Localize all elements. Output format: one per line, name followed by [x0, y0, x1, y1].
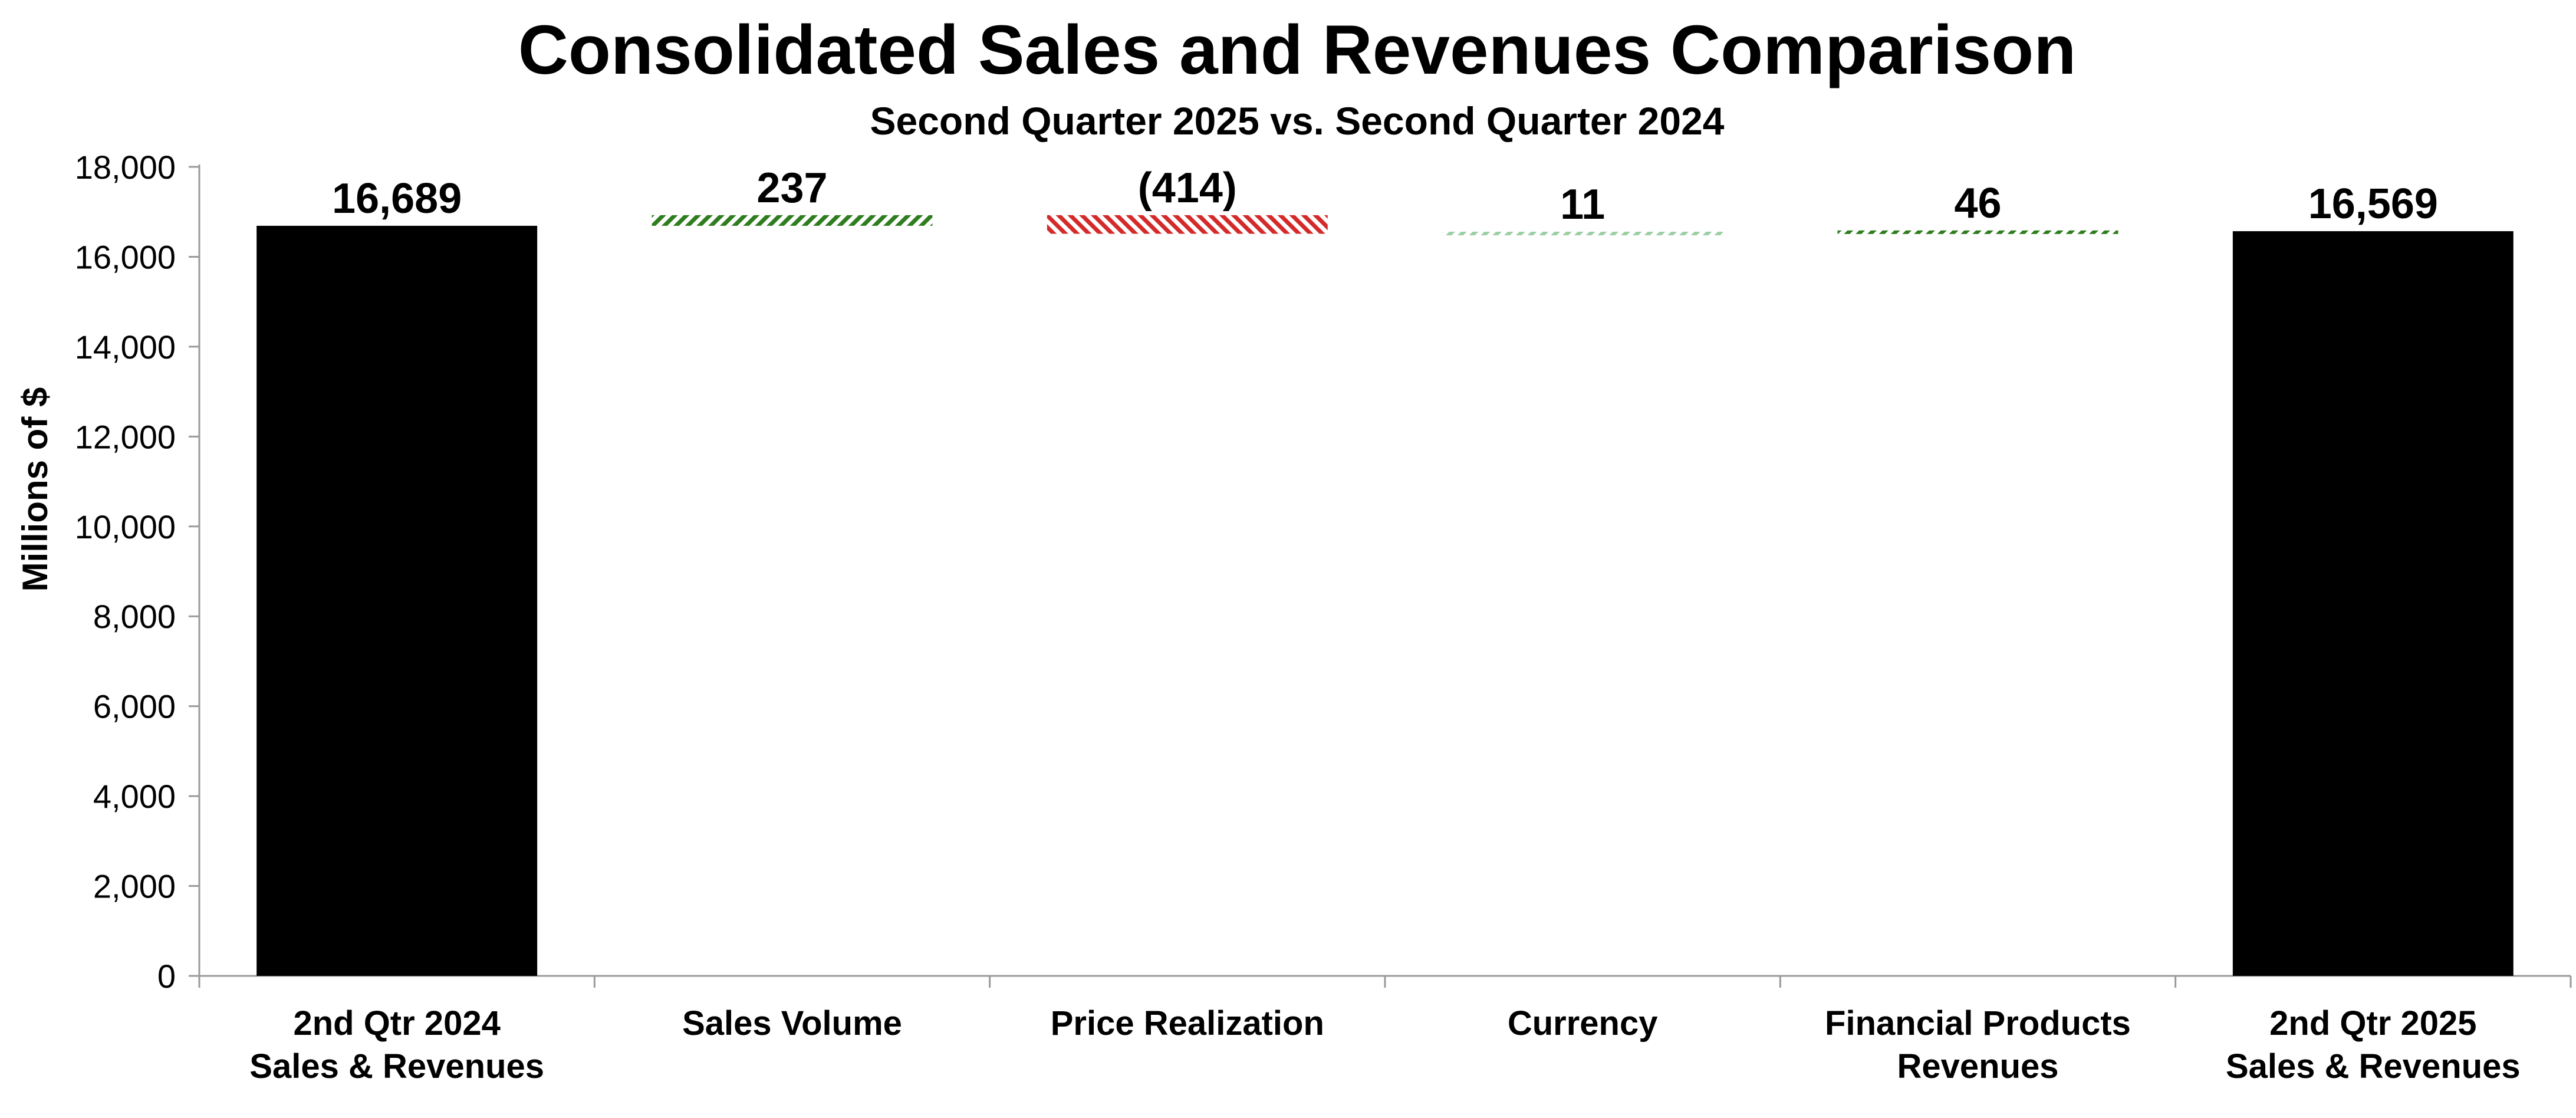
bar-value-label: 16,569: [2308, 180, 2438, 228]
x-category-label: Currency: [1508, 1004, 1658, 1043]
bar-value-labels: 16,689 237 (414) 11 46 16,569: [332, 165, 2438, 228]
y-tick-label: 6,000: [93, 688, 176, 725]
chart-subtitle: Second Quarter 2025 vs. Second Quarter 2…: [870, 99, 1724, 143]
x-category-label: 2nd Qtr 2024: [293, 1004, 500, 1043]
bar-total: [2232, 231, 2514, 976]
y-tick-label: 8,000: [93, 598, 176, 635]
bar-decrease: [1047, 215, 1328, 234]
x-axis: [198, 975, 2572, 988]
bar-increase-minor: [1442, 231, 1723, 235]
bar-value-label: 237: [756, 165, 827, 212]
x-category-label: 2nd Qtr 2025: [2269, 1004, 2476, 1043]
x-category-label: Sales Volume: [682, 1004, 902, 1043]
x-category-label: Financial Products: [1825, 1004, 2131, 1043]
x-axis-category-labels: 2nd Qtr 2024 Sales & Revenues Sales Volume…: [249, 1004, 2520, 1086]
y-tick-label: 4,000: [93, 778, 176, 815]
y-tick-label: 18,000: [75, 149, 176, 186]
x-category-label: Sales & Revenues: [2226, 1047, 2521, 1086]
y-tick-label: 14,000: [75, 328, 176, 366]
bars: [256, 215, 2514, 976]
bar-increase: [1837, 230, 2118, 234]
y-tick-label: 12,000: [75, 418, 176, 455]
bar-total: [256, 225, 538, 976]
x-category-label: Revenues: [1897, 1047, 2058, 1086]
x-category-label: Price Realization: [1051, 1004, 1324, 1043]
bar-value-label: 16,689: [332, 175, 462, 222]
x-category-label: Sales & Revenues: [249, 1047, 544, 1086]
bar-value-label: 11: [1560, 181, 1605, 228]
chart-title: Consolidated Sales and Revenues Comparis…: [518, 11, 2077, 89]
y-tick-label: 16,000: [75, 238, 176, 275]
y-axis-label: Millions of $: [15, 387, 55, 592]
y-axis-ticks: 0 2,000 4,000 6,000 8,000 10,000 12,000 14,000 1…: [75, 149, 200, 995]
bar-value-label: 46: [1954, 180, 2001, 227]
bar-increase: [652, 215, 933, 226]
y-tick-label: 0: [157, 958, 176, 995]
y-tick-label: 2,000: [93, 868, 176, 905]
bar-value-label: (414): [1138, 165, 1237, 212]
y-tick-label: 10,000: [75, 508, 176, 545]
